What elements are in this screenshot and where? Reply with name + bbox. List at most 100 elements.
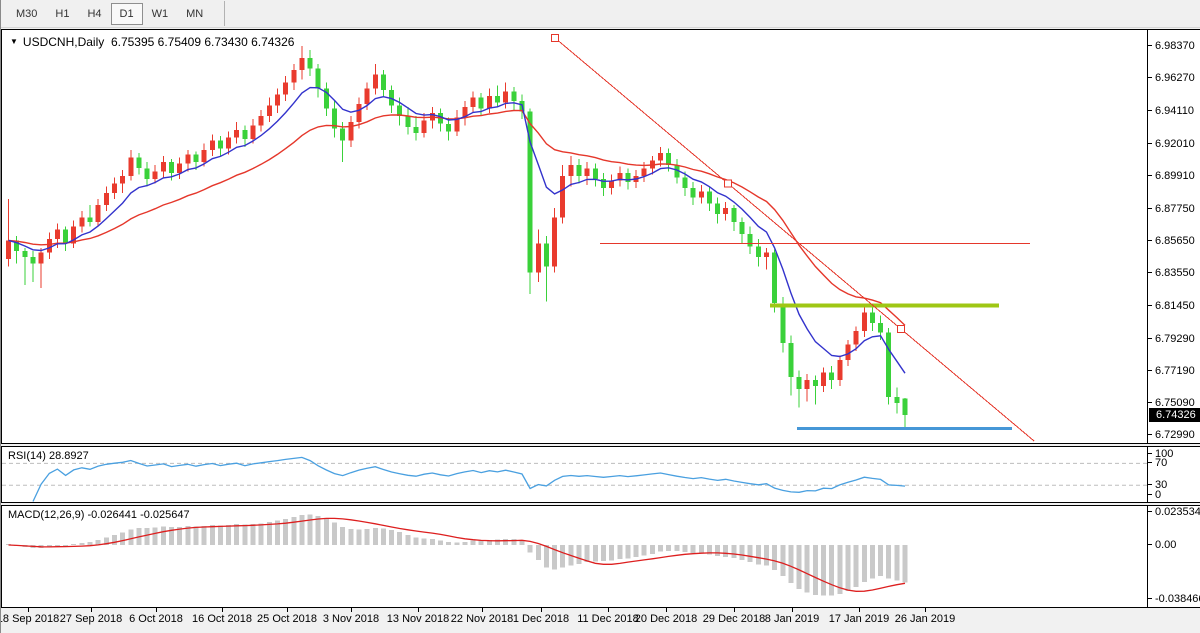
candle-body (878, 323, 884, 333)
macd-bar (6, 544, 11, 545)
price-tick: 6.92010 (1148, 138, 1195, 150)
rsi-canvas[interactable] (2, 447, 1147, 502)
candle-body (576, 165, 582, 176)
macd-bar (413, 537, 419, 545)
macd-bar (804, 545, 810, 593)
tab-D1[interactable]: D1 (110, 2, 143, 25)
tab-H1[interactable]: H1 (55, 7, 70, 20)
macd-bar (853, 545, 859, 587)
rsi-axis[interactable]: 100 70 30 0 (1147, 447, 1200, 502)
macd-bar (71, 544, 77, 545)
macd-bar (592, 545, 598, 562)
macd-bar (340, 526, 346, 545)
candle-body (503, 91, 509, 103)
ma-fast-line[interactable] (8, 86, 906, 374)
macd-bar (397, 532, 403, 545)
date-tick-mark (418, 608, 419, 612)
date-axis[interactable]: 18 Sep 2018 27 Sep 2018 6 Oct 2018 16 Oct 2… (1, 608, 1200, 633)
price-tick: 6.75090 (1148, 397, 1195, 409)
macd-bar (821, 545, 826, 596)
rsi-plot[interactable] (2, 447, 1147, 502)
tab-MN[interactable]: MN (186, 7, 204, 20)
candle-body (63, 229, 69, 244)
candle-body (389, 90, 395, 106)
macd-label: MACD(12,26,9) -0.026441 -0.025647 (8, 509, 190, 521)
candle-body (144, 168, 150, 179)
macd-bar (266, 522, 272, 545)
macd-bar (54, 545, 60, 546)
candle-body (690, 188, 696, 198)
macd-bar (560, 545, 566, 568)
macd-bar (886, 545, 892, 579)
toolbar-separator (224, 1, 226, 26)
tab-H4[interactable]: H4 (87, 7, 102, 20)
date-tick-label: 8 Jan 2019 (764, 613, 820, 625)
macd-bar (731, 545, 737, 559)
candle-body (470, 97, 476, 107)
price-tick: 6.87750 (1148, 203, 1195, 215)
price-chart-plot[interactable] (2, 30, 1147, 443)
date-tick-label: 22 Nov 2018 (450, 613, 514, 625)
candlestick-canvas[interactable] (2, 30, 1147, 443)
price-axis[interactable]: 6.74326 6.98370 6.96270 6.94110 6.92010 6.89… (1147, 30, 1200, 443)
tab-M30[interactable]: M30 (16, 7, 38, 20)
trendline-handle[interactable] (724, 179, 732, 188)
date-tick-mark (608, 608, 609, 612)
macd-bar (234, 524, 240, 545)
trendline-handle[interactable] (897, 325, 905, 333)
macd-bar (796, 545, 802, 589)
candle-body (201, 149, 207, 163)
chevron-down-icon[interactable]: ▼ (10, 37, 18, 46)
candle-body (152, 171, 158, 179)
candle-body (617, 172, 623, 181)
candle-body (46, 238, 52, 253)
candle-body (348, 122, 354, 141)
macd-bar (87, 541, 93, 545)
macd-bar (658, 545, 663, 552)
candle-body (30, 257, 36, 264)
candle-body (641, 168, 647, 176)
candle-body (804, 380, 810, 390)
macd-bar (348, 529, 354, 545)
candle-body (478, 97, 484, 109)
candle-body (234, 129, 240, 138)
candle-body (527, 111, 533, 273)
macd-bar (323, 518, 329, 545)
macd-plot[interactable] (2, 506, 1147, 607)
macd-bar (601, 545, 606, 562)
macd-bar (543, 545, 549, 568)
macd-bar (421, 538, 427, 545)
macd-bar (454, 542, 460, 545)
macd-bar (307, 514, 313, 545)
date-tick-mark (91, 608, 92, 612)
date-tick-mark (925, 608, 926, 612)
ma-slow-line[interactable] (8, 109, 906, 326)
tick-mark (1148, 174, 1152, 176)
macd-bar (201, 526, 207, 545)
macd-bar (495, 539, 500, 545)
tab-W1[interactable]: W1 (151, 7, 169, 20)
macd-bar (478, 540, 484, 545)
macd-canvas[interactable] (2, 506, 1147, 607)
trendline-handle[interactable] (551, 34, 559, 42)
price-tick: 6.89910 (1148, 170, 1195, 182)
candle-body (568, 165, 574, 176)
candle-body (706, 191, 712, 204)
macd-axis[interactable]: 0.023534 0.00 -0.038466 (1147, 506, 1200, 607)
macd-bar (552, 545, 558, 570)
candle-body (87, 217, 93, 222)
date-tick-mark (351, 608, 352, 612)
macd-bar (633, 545, 639, 558)
descending-trendline[interactable] (554, 37, 1035, 442)
date-tick-mark (666, 608, 667, 612)
macd-bar (519, 539, 525, 545)
candle-body (185, 154, 191, 164)
macd-bar (380, 528, 386, 545)
macd-bar (242, 524, 248, 545)
tick-mark (1148, 434, 1152, 436)
date-tick-mark (482, 608, 483, 612)
macd-bar (169, 527, 174, 545)
rsi-tick: 70 (1148, 457, 1167, 469)
tick-mark (1148, 402, 1152, 404)
candle-body (120, 175, 126, 184)
